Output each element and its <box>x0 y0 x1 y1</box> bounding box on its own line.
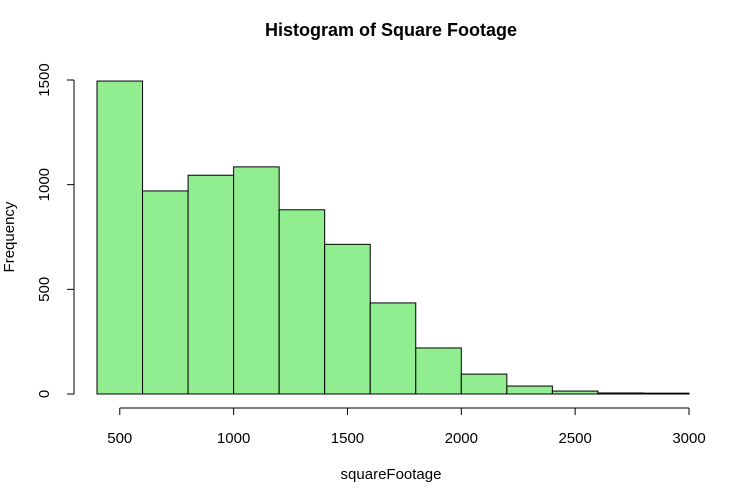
x-tick-label: 1500 <box>331 430 364 447</box>
y-axis-label: Frequency <box>1 201 18 272</box>
x-tick-label: 3000 <box>672 430 705 447</box>
histogram-bar <box>460 373 508 395</box>
histogram-bar <box>142 190 189 395</box>
x-axis: 500 1000 1500 2000 2500 3000 <box>107 407 706 447</box>
x-tick-label: 2000 <box>445 430 478 447</box>
bars-group <box>96 80 690 395</box>
histogram-bar <box>415 347 462 395</box>
histogram-bar <box>324 243 371 395</box>
y-axis: 0 500 1000 1500 <box>36 63 75 398</box>
y-tick-label: 1000 <box>36 168 53 201</box>
chart-title: Histogram of Square Footage <box>265 20 517 40</box>
x-tick-label: 2500 <box>558 430 591 447</box>
histogram-bar <box>642 392 690 395</box>
histogram-bar <box>187 174 235 395</box>
histogram-bar <box>96 80 144 395</box>
histogram-bar <box>233 166 280 395</box>
x-tick-label: 500 <box>107 430 132 447</box>
x-axis-label: squareFootage <box>341 466 442 483</box>
y-tick-label: 0 <box>36 390 53 398</box>
y-tick-label: 500 <box>36 277 53 302</box>
histogram-bar <box>278 209 326 395</box>
histogram-bar <box>597 392 644 395</box>
y-tick-label: 1500 <box>36 63 53 96</box>
histogram-bar <box>506 385 553 395</box>
histogram-bar <box>369 302 417 395</box>
histogram-bar <box>551 390 599 395</box>
x-tick-label: 1000 <box>217 430 250 447</box>
